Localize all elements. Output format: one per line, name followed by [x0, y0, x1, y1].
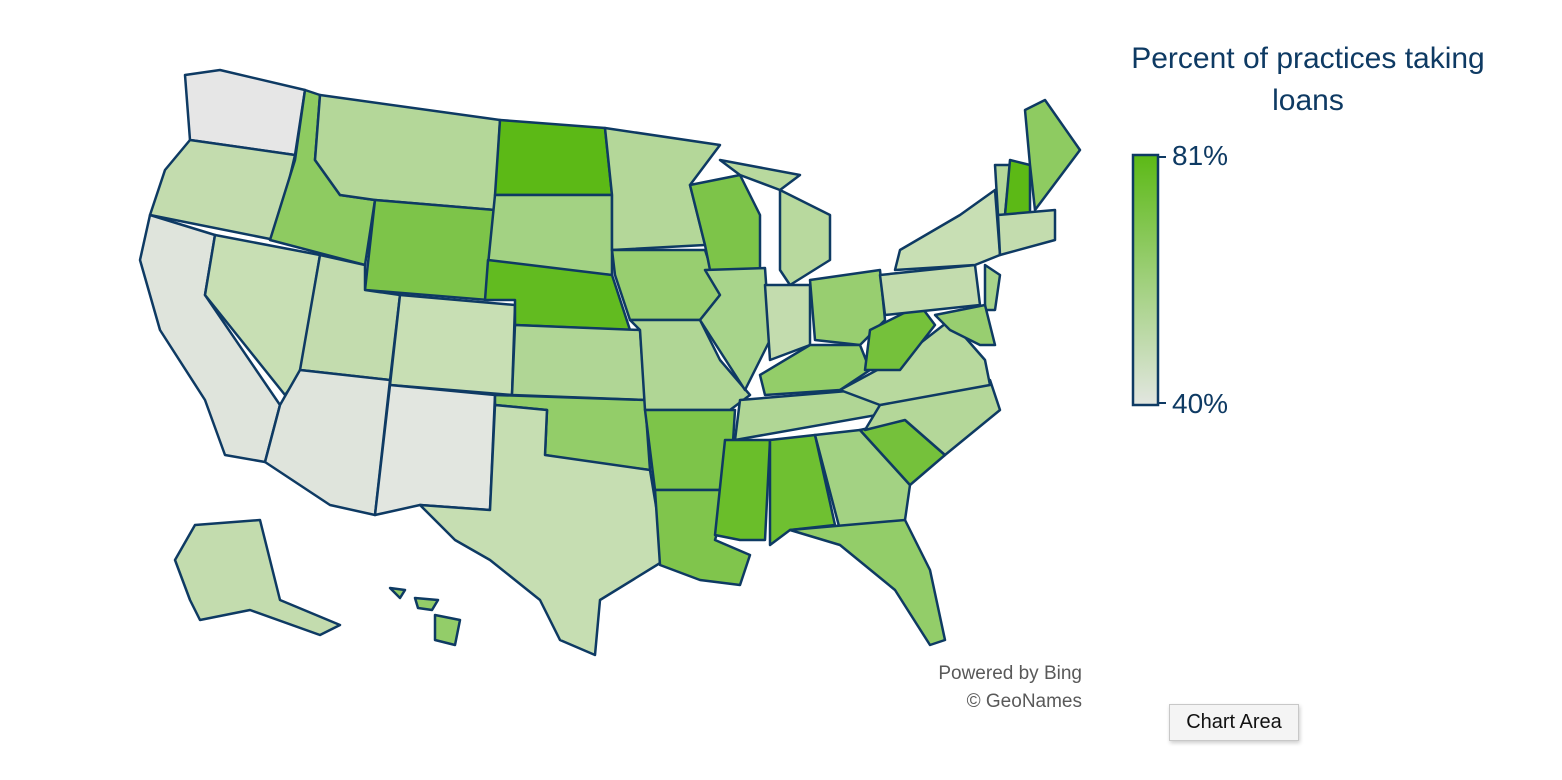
state	[698, 266, 772, 392]
state	[418, 403, 667, 657]
state	[148, 138, 297, 242]
state	[813, 428, 912, 532]
state	[718, 158, 802, 192]
state	[413, 596, 440, 612]
state	[778, 188, 832, 287]
state	[610, 248, 722, 322]
legend-min-label: 40%	[1172, 388, 1229, 419]
states	[138, 68, 1082, 657]
tooltip: Chart Area	[1169, 704, 1299, 741]
state	[510, 323, 647, 402]
legend-max-label: 81%	[1172, 140, 1229, 171]
legend-title: Percent of practices taking loans	[1131, 42, 1485, 117]
state	[893, 188, 1002, 272]
attribution: Powered by Bing	[938, 663, 1082, 684]
state	[878, 263, 982, 317]
state	[363, 198, 497, 302]
state	[983, 263, 1002, 312]
state	[788, 518, 947, 647]
state	[1023, 98, 1082, 212]
state	[1003, 158, 1032, 217]
state	[713, 438, 772, 542]
attribution: © GeoNames	[966, 691, 1082, 712]
state	[313, 93, 502, 212]
state	[996, 208, 1057, 257]
state	[373, 383, 497, 517]
state	[388, 586, 407, 600]
state	[433, 613, 462, 647]
legend-color-bar	[1131, 153, 1160, 407]
state	[933, 303, 997, 347]
state	[493, 118, 614, 197]
state	[388, 293, 517, 397]
state	[173, 518, 342, 637]
